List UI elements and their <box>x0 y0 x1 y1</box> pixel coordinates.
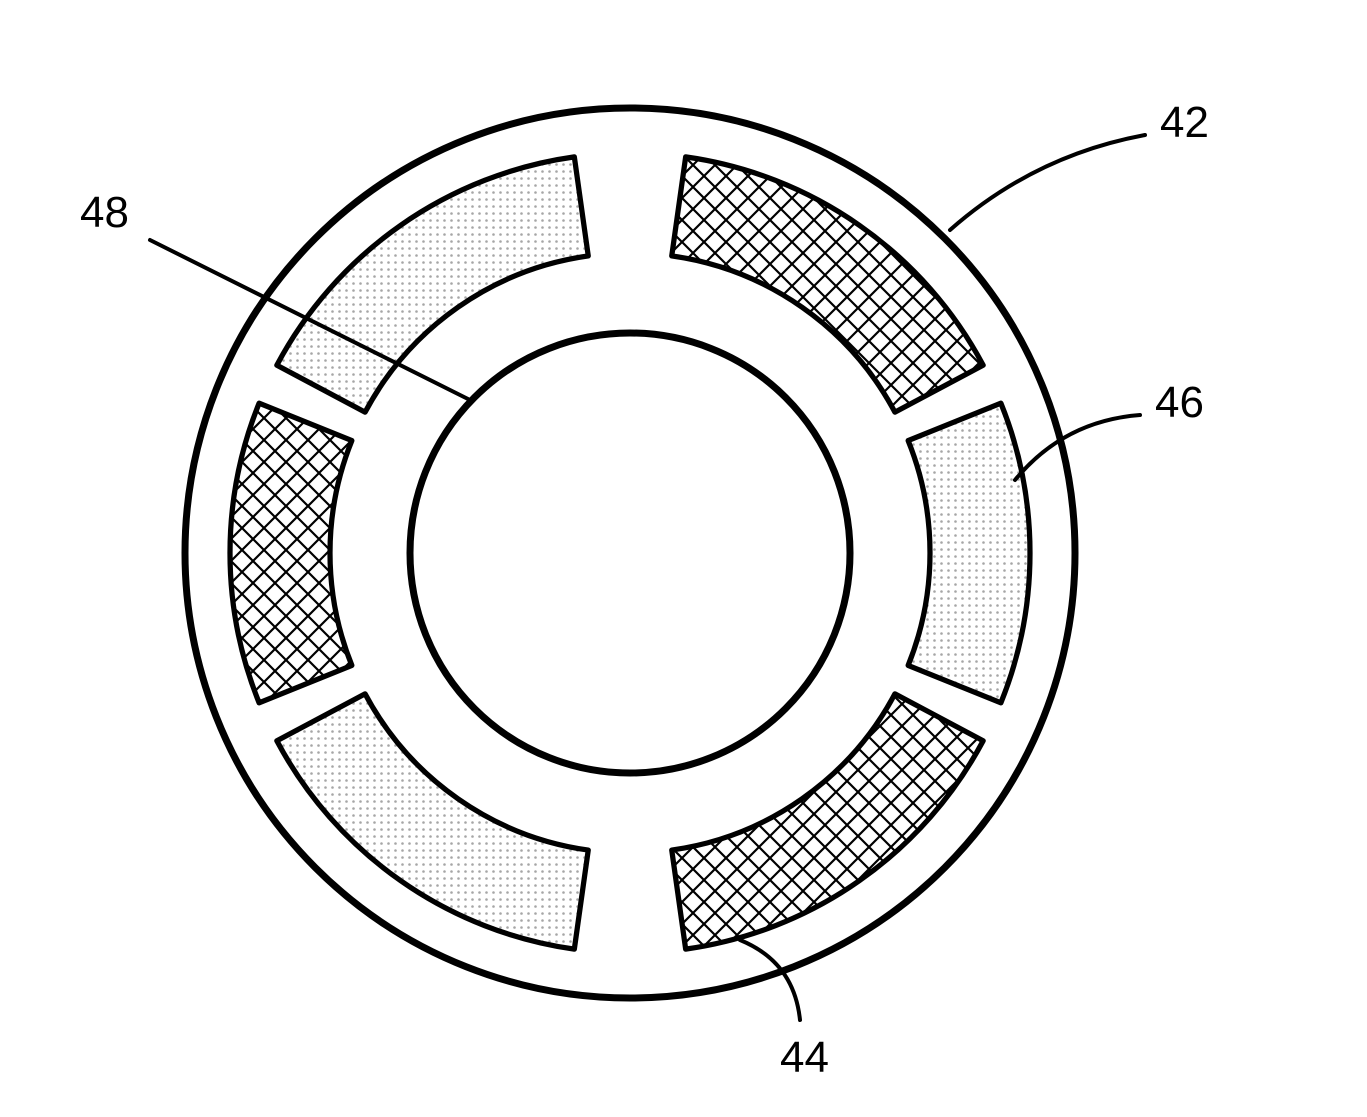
label-46: 46 <box>1155 378 1204 428</box>
label-44: 44 <box>780 1033 829 1083</box>
label-42: 42 <box>1160 98 1209 148</box>
diagram-svg <box>0 0 1367 1117</box>
label-48: 48 <box>80 188 129 238</box>
callout-42-leader <box>950 135 1145 230</box>
inner-ring <box>410 333 850 773</box>
diagram-stage: 42 46 44 48 <box>0 0 1367 1117</box>
